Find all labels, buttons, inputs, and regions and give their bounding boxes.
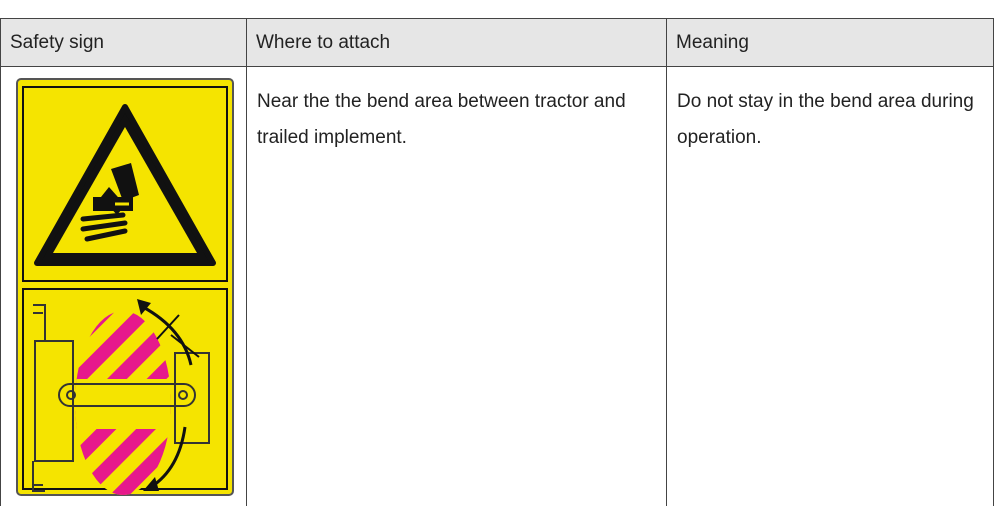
image-cell: [0, 66, 246, 506]
header-cell: Safety sign: [0, 18, 246, 66]
body-cell: Near the the bend area between tractor a…: [246, 66, 666, 506]
header-cell: Where to attach: [246, 18, 666, 66]
safety-sign: [16, 78, 234, 496]
header-cell: Meaning: [666, 18, 994, 66]
body-cell: Do not stay in the bend area during oper…: [666, 66, 994, 506]
